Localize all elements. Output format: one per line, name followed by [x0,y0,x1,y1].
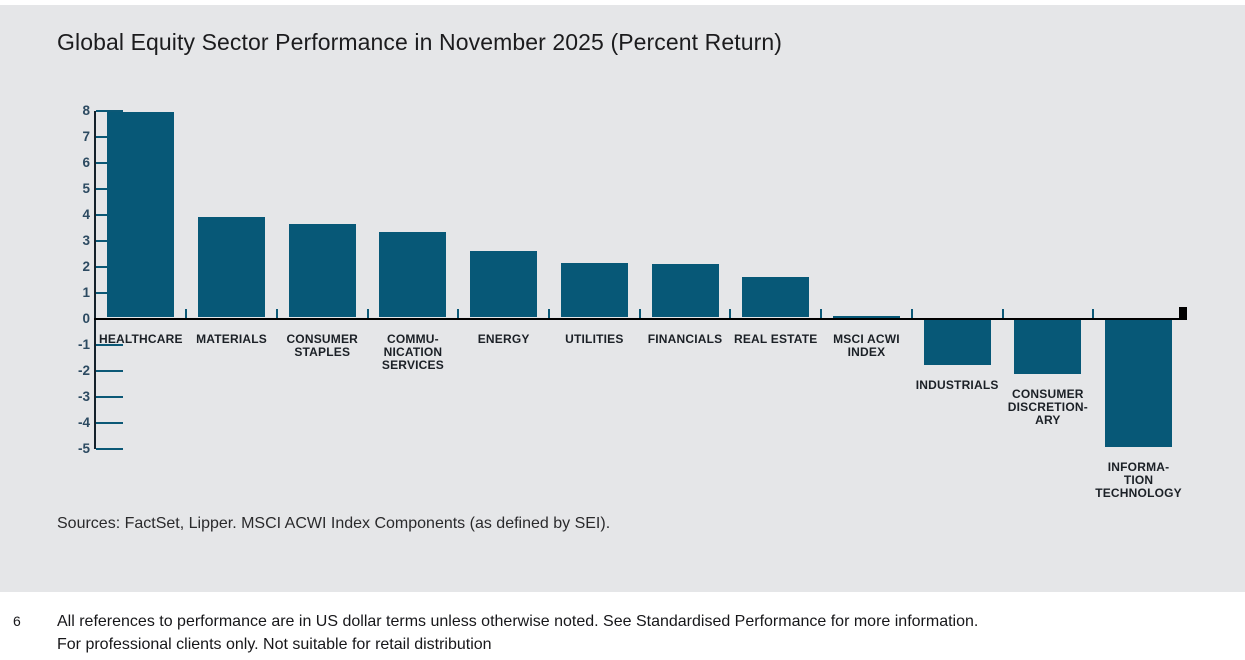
bar-industrials [923,319,991,365]
y-axis-tick-label: -2 [77,362,90,378]
y-axis-tick [96,109,123,112]
bar-communication-services [379,231,447,318]
bar-healthcare [107,112,175,318]
x-axis-category-tick [1001,308,1004,319]
category-label-11: CONSUMER DISCRETION- ARY [1007,387,1088,428]
bar-chart: 8 7 6 5 4 3 2 1 0 -1 -2 -3 -4 -5 HEALTHCARE MATERIALS CO… [77,102,1187,500]
category-label-8: REAL ESTATE [733,332,818,346]
category-label-9: MSCI ACWI INDEX [833,332,900,359]
category-label-10: INDUSTRIALS [915,378,999,392]
y-axis-tick [96,447,123,450]
x-axis-category-tick [185,308,188,319]
page-number: 6 [13,613,21,629]
category-label-2: MATERIALS [196,332,267,346]
y-axis-tick-label: 6 [82,154,90,170]
bar-utilities [560,262,628,318]
y-axis-tick-label: 8 [82,102,90,118]
y-axis-tick-label: 2 [82,258,90,274]
bar-materials [198,217,266,318]
y-axis-tick-label: 4 [82,206,90,222]
category-label-4: COMMU- NICATION SERVICES [381,332,444,372]
y-axis-tick [96,421,123,424]
y-axis-tick-label: 3 [82,232,90,248]
category-label-12: INFORMA- TION TECHNOLOGY [1095,459,1182,500]
bar-information-technology [1105,319,1173,447]
footer-disclaimer-line-2: For professional clients only. Not suita… [57,636,492,653]
y-axis-tick-label: 7 [82,128,90,144]
y-axis-tick-label: -3 [77,388,90,404]
y-axis-tick-label: 0 [82,310,90,326]
x-axis-category-tick [1092,308,1095,319]
y-axis-tick-label: -4 [77,414,90,430]
y-axis-tick-label: 5 [82,180,90,196]
y-axis-tick-label: -1 [77,336,90,352]
x-axis-end-cap [1179,307,1187,320]
category-label-5: ENERGY [477,332,530,346]
y-axis-line [94,110,96,449]
bar-real-estate [742,277,810,318]
y-axis-tick [96,343,123,346]
bar-energy [470,251,538,318]
y-axis-tick [96,395,123,398]
y-axis-tick-label: -5 [77,440,90,456]
x-axis-category-tick [729,308,732,319]
category-label-7: FINANCIALS [647,332,723,346]
x-axis-category-tick [820,308,823,319]
category-label-6: UTILITIES [565,332,624,346]
chart-title: Global Equity Sector Performance in Nove… [57,29,783,56]
x-axis-category-tick [366,308,369,319]
footer-disclaimer-line-1: All references to performance are in US … [57,613,979,630]
x-axis-category-tick [638,308,641,319]
y-axis-tick-label: 1 [82,284,90,300]
x-axis-category-tick [457,308,460,319]
bar-msci-acwi-index [832,316,900,318]
category-label-3: CONSUMER STAPLES [286,332,359,359]
category-label-1: HEALTHCARE [98,332,183,346]
y-axis-tick [96,369,123,372]
x-axis-category-tick [910,308,913,319]
x-axis-category-tick [275,308,278,319]
bar-consumer-staples [288,223,356,318]
bar-consumer-discretionary [1014,319,1082,375]
source-note: Sources: FactSet, Lipper. MSCI ACWI Inde… [57,515,611,532]
x-axis-baseline [94,317,1187,320]
bar-financials [651,264,719,318]
x-axis-category-tick [548,308,550,319]
